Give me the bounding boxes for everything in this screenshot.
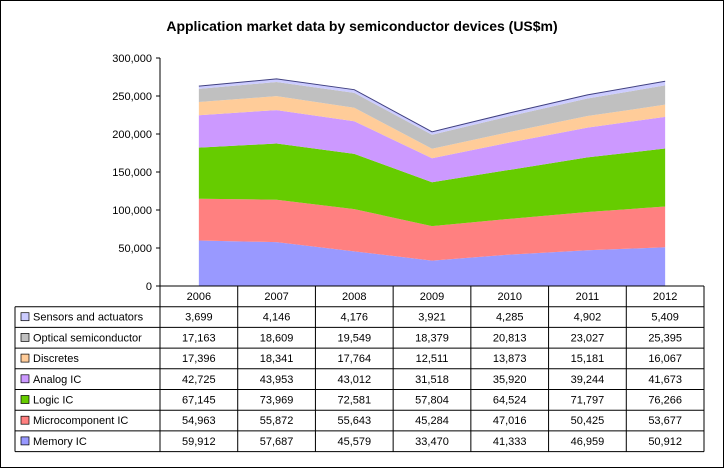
data-cell: 4,285 <box>496 312 524 324</box>
data-cell: 55,643 <box>337 415 371 427</box>
area-optical-semiconductor <box>198 81 666 149</box>
area-discretes <box>198 96 666 159</box>
data-cell: 5,409 <box>651 312 679 324</box>
y-tick-label: 200,000 <box>112 129 152 141</box>
data-cell: 35,920 <box>493 374 527 386</box>
data-cell: 18,379 <box>415 332 449 344</box>
legend-swatch <box>20 374 30 384</box>
chart-title: Application market data by semiconductor… <box>166 18 558 34</box>
data-cell: 20,813 <box>493 332 527 344</box>
legend-label: Analog IC <box>33 374 81 386</box>
legend-swatch <box>20 395 30 404</box>
data-cell: 17,396 <box>182 353 216 365</box>
data-cell: 72,581 <box>337 395 371 407</box>
y-tick-label: 300,000 <box>112 53 152 65</box>
data-cell: 54,963 <box>182 415 216 427</box>
data-cell: 3,699 <box>185 312 213 324</box>
x-tick-label: 2010 <box>497 291 521 303</box>
data-cell: 15,181 <box>571 353 605 365</box>
legend-label: Memory IC <box>33 436 87 448</box>
y-tick-label: 50,000 <box>118 243 152 255</box>
data-cell: 33,470 <box>415 436 449 448</box>
data-cell: 39,244 <box>571 374 605 386</box>
legend-label: Discretes <box>33 353 79 365</box>
legend-label: Sensors and actuators <box>33 312 144 324</box>
area-top-edge <box>198 78 666 133</box>
data-cell: 42,725 <box>182 374 216 386</box>
legend-swatch <box>20 312 30 322</box>
x-tick-label: 2011 <box>576 291 600 303</box>
y-tick-label: 250,000 <box>112 91 152 103</box>
data-cell: 50,425 <box>571 415 605 427</box>
legend-label: Microcomponent IC <box>33 415 128 427</box>
data-cell: 57,687 <box>260 436 294 448</box>
area-microcomponent-ic <box>198 198 666 261</box>
data-cell: 46,959 <box>571 436 605 448</box>
data-cell: 55,872 <box>260 415 294 427</box>
data-cell: 31,518 <box>415 374 449 386</box>
area-memory-ic <box>198 240 666 286</box>
data-cell: 17,163 <box>182 332 216 344</box>
data-cell: 3,921 <box>418 312 446 324</box>
data-cell: 67,145 <box>182 395 216 407</box>
data-cell: 76,266 <box>648 395 682 407</box>
data-cell: 18,609 <box>260 332 294 344</box>
data-cell: 64,524 <box>493 395 527 407</box>
area-analog-ic <box>198 110 666 183</box>
data-cell: 17,764 <box>337 353 371 365</box>
legend-swatch <box>20 415 30 425</box>
data-cell: 23,027 <box>571 332 605 344</box>
legend-swatch <box>20 353 30 363</box>
legend-swatch <box>20 436 30 446</box>
data-cell: 12,511 <box>416 353 449 365</box>
x-tick-label: 2007 <box>264 291 288 303</box>
data-cell: 43,953 <box>260 374 294 386</box>
data-cell: 53,677 <box>648 415 682 427</box>
data-cell: 57,804 <box>415 395 449 407</box>
x-tick-label: 2009 <box>420 291 444 303</box>
legend-swatch <box>20 333 30 342</box>
legend-label: Logic IC <box>33 395 73 407</box>
data-cell: 73,969 <box>260 395 294 407</box>
legend-label: Optical semiconductor <box>33 332 142 344</box>
data-cell: 13,873 <box>493 353 527 365</box>
data-cell: 4,176 <box>341 312 369 324</box>
data-cell: 25,395 <box>648 332 682 344</box>
data-cell: 43,012 <box>337 374 371 386</box>
data-cell: 45,579 <box>337 436 371 448</box>
data-cell: 19,549 <box>337 332 371 344</box>
data-cell: 45,284 <box>415 415 449 427</box>
y-tick-label: 0 <box>146 281 152 293</box>
x-tick-label: 2008 <box>342 291 366 303</box>
y-tick-label: 100,000 <box>112 205 152 217</box>
y-tick-label: 150,000 <box>112 167 152 179</box>
data-cell: 18,341 <box>260 353 294 365</box>
x-tick-label: 2012 <box>653 291 677 303</box>
data-cell: 4,146 <box>263 312 291 324</box>
x-tick-label: 2006 <box>187 291 211 303</box>
data-cell: 59,912 <box>182 436 216 448</box>
data-cell: 47,016 <box>493 415 527 427</box>
area-logic-ic <box>198 143 666 227</box>
data-cell: 50,912 <box>648 436 682 448</box>
data-cell: 16,067 <box>648 353 682 365</box>
data-cell: 41,673 <box>648 374 682 386</box>
data-cell: 4,902 <box>574 312 602 324</box>
data-cell: 71,797 <box>571 395 605 407</box>
area-sensors-and-actuators <box>198 78 666 135</box>
data-cell: 41,333 <box>493 436 527 448</box>
